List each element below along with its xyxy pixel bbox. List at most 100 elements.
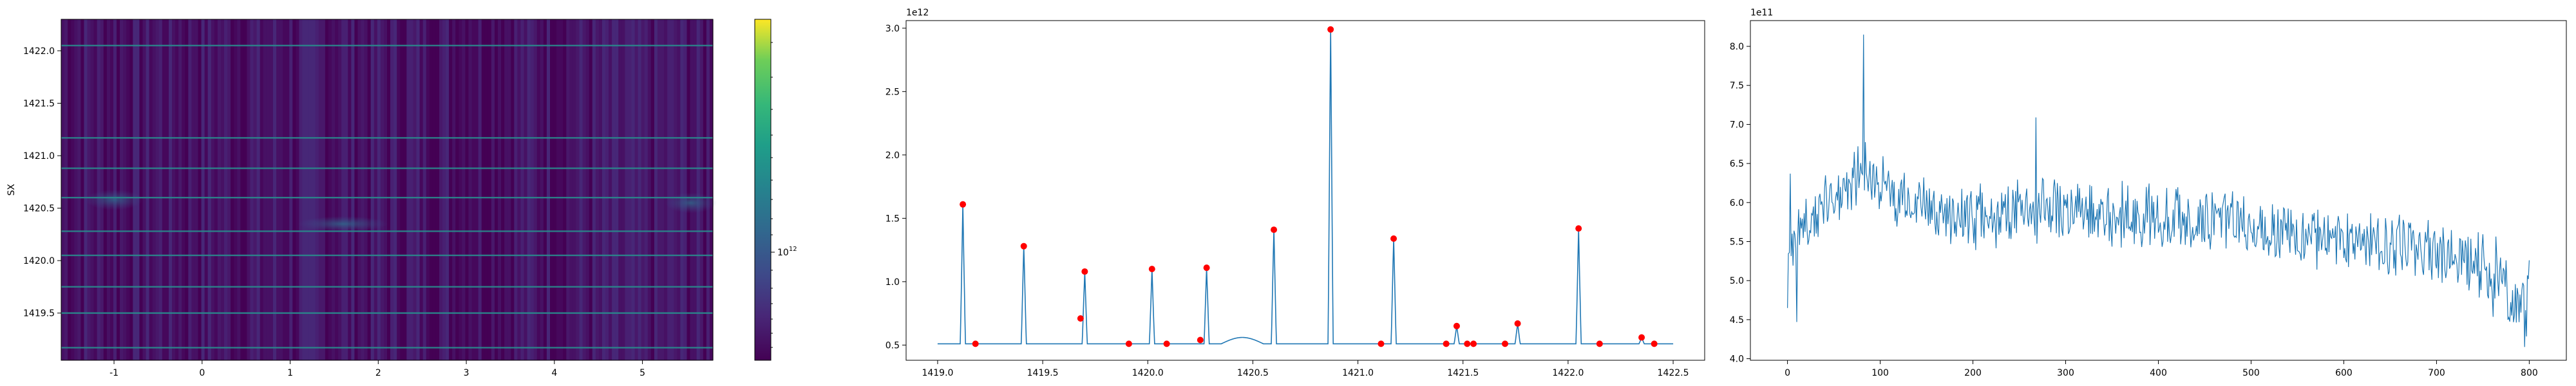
heatmap-column (481, 19, 486, 360)
spectrum-peak-marker (1596, 340, 1603, 347)
heatmap-column (80, 19, 85, 360)
heatmap-column (256, 19, 261, 360)
heatmap-column (328, 19, 332, 360)
heatmap-column (269, 19, 274, 360)
heatmap-column (517, 19, 522, 360)
heatmap-column (605, 19, 609, 360)
heatmap-column (468, 19, 473, 360)
heatmap-column (364, 19, 368, 360)
heatmap-column (152, 19, 156, 360)
spectrum-x-ticks: 1419.0 1419.5 1420.0 1420.5 1421.0 1421.5 1422… (922, 360, 1689, 378)
heatmap-column (331, 19, 336, 360)
heatmap-column (589, 19, 593, 360)
heatmap-column (400, 19, 404, 360)
heatmap-column (536, 19, 541, 360)
heatmap-column (693, 19, 697, 360)
heatmap-column (504, 19, 508, 360)
heatmap-column (638, 19, 642, 360)
heatmap-column (162, 19, 166, 360)
heatmap-column (266, 19, 270, 360)
spectrum-peak-marker (1502, 340, 1508, 347)
heatmap-column (543, 19, 547, 360)
spectrum-peak-marker (1453, 322, 1460, 329)
heatmap-column (103, 19, 108, 360)
series-y-tick-label: 7.5 (1730, 81, 1744, 91)
heatmap-column (484, 19, 489, 360)
heatmap-column (126, 19, 130, 360)
heatmap-column (263, 19, 267, 360)
heatmap-column (201, 19, 205, 360)
spectrum-peak-marker (1378, 340, 1385, 347)
heatmap-column (341, 19, 345, 360)
heatmap-column (139, 19, 144, 360)
heatmap-column (68, 19, 71, 360)
heatmap-column (315, 19, 319, 360)
heatmap-column (345, 19, 348, 360)
spectrum-peak-marker (1470, 340, 1477, 347)
spectrum-y-tick-label: 1.5 (886, 214, 900, 224)
heatmap-column (540, 19, 544, 360)
heatmap-column (380, 19, 384, 360)
heatmap-column (357, 19, 362, 360)
spectrum-y-tick-label: 2.5 (886, 87, 900, 97)
heatmap-column (615, 19, 619, 360)
heatmap-column (158, 19, 163, 360)
heatmap-column (488, 19, 492, 360)
heatmap-column (667, 19, 671, 360)
heatmap-column (452, 19, 456, 360)
heatmap-column (234, 19, 238, 360)
spectrum-peak-marker (1443, 340, 1450, 347)
heatmap-y-tick-label: 1421.5 (23, 98, 55, 109)
heatmap-column (168, 19, 173, 360)
spectrum-peak-marker (1651, 340, 1658, 347)
heatmap-x-tick-label: 5 (639, 368, 645, 378)
heatmap-column (550, 19, 554, 360)
heatmap-column (172, 19, 176, 360)
heatmap-y-tick-label: 1421.0 (23, 151, 55, 161)
heatmap-column (214, 19, 218, 360)
heatmap-column (299, 19, 303, 360)
spectrum-peak-marker (1575, 225, 1582, 232)
heatmap-column (312, 19, 316, 360)
heatmap-column (556, 19, 560, 360)
heatmap-column (680, 19, 685, 360)
heatmap-panel: -1 0 1 2 3 4 5 1419.51420.01420.51421.01421.51… (6, 19, 717, 378)
heatmap-column (397, 19, 401, 360)
heatmap-y-tick-label: 1420.0 (23, 256, 55, 266)
series-y-tick-label: 4.5 (1730, 315, 1744, 326)
spectrum-y-tick-label: 3.0 (886, 24, 900, 34)
heatmap-column (507, 19, 511, 360)
heatmap-column (188, 19, 192, 360)
series-y-offset-label: 1e11 (1750, 8, 1773, 18)
colorbar-frame (754, 19, 772, 361)
spectrum-y-ticks: 0.5 1.0 1.5 2.0 2.5 3.0 (886, 24, 906, 351)
heatmap-column (520, 19, 525, 360)
heatmap-column (338, 19, 342, 360)
heatmap-column (475, 19, 479, 360)
heatmap-column (657, 19, 661, 360)
heatmap-column (527, 19, 531, 360)
series-y-tick-label: 5.5 (1730, 237, 1744, 248)
heatmap-column (279, 19, 283, 360)
heatmap-column (370, 19, 375, 360)
heatmap-column (435, 19, 440, 360)
spectrum-x-tick-label: 1422.0 (1552, 368, 1584, 378)
heatmap-diffuse-blob (298, 216, 388, 232)
heatmap-column (155, 19, 160, 360)
heatmap-column (97, 19, 101, 360)
heatmap-diffuse-blob (665, 192, 717, 214)
heatmap-x-tick-label: 2 (375, 368, 381, 378)
heatmap-column (674, 19, 677, 360)
heatmap-column (439, 19, 443, 360)
spectrum-peak-marker (1197, 336, 1204, 344)
heatmap-column (207, 19, 212, 360)
heatmap-column (621, 19, 625, 360)
series-x-ticks: 0 100 200 300 400 500 600 700 800 (1785, 360, 2538, 378)
heatmap-column (471, 19, 476, 360)
heatmap-column (146, 19, 150, 360)
heatmap-x-tick-label: -1 (109, 368, 118, 378)
heatmap-y-axis-label: SX (6, 183, 17, 196)
heatmap-column (432, 19, 437, 360)
colorbar: 1012 (754, 19, 797, 361)
noisy-series-panel: 0 100 200 300 400 500 600 700 800 4.0 4.5 5.0 5.5 6.… (1730, 8, 2567, 378)
